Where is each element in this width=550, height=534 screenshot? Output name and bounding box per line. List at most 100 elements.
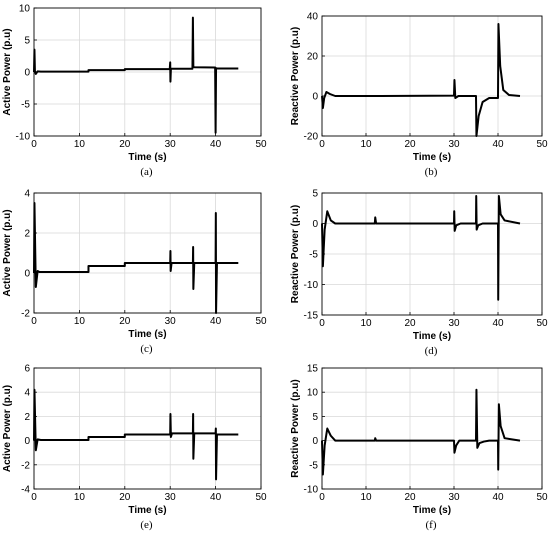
x-tick-label: 10 [74, 139, 86, 150]
plot-area [322, 368, 542, 489]
axes-frame [321, 367, 543, 490]
panel-caption: (e) [140, 519, 153, 531]
x-tick-label: 30 [448, 318, 460, 329]
plot-area [322, 16, 542, 136]
x-tick-label: 0 [319, 492, 325, 503]
y-tick-label: 10 [19, 4, 31, 15]
plot-area [34, 193, 261, 313]
y-tick-label: -15 [304, 311, 319, 322]
y-tick-label: -10 [16, 132, 31, 143]
x-tick-label: 50 [255, 492, 267, 503]
y-tick-label: -5 [21, 100, 30, 111]
chart-panel-e: 0 10 20 30 40 50 -4 -2 0 2 4 6 Time (s) Active Power … [2, 364, 267, 532]
y-axis-label: Reactive Power (p.u) [290, 379, 301, 477]
y-tick-label: 0 [24, 68, 30, 79]
panel-caption: (b) [425, 166, 438, 178]
x-tick-label: 20 [404, 318, 416, 329]
series-line [321, 388, 521, 476]
x-tick-label: 50 [255, 316, 267, 327]
panel-caption: (f) [426, 519, 437, 531]
x-tick-label: 40 [492, 318, 504, 329]
y-tick-label: 0 [312, 92, 318, 103]
series-line [33, 388, 239, 481]
x-tick-label: 40 [492, 139, 504, 150]
y-tick-label: 0 [312, 436, 318, 447]
x-tick-label: 30 [165, 492, 177, 503]
y-tick-label: 10 [307, 388, 319, 399]
y-tick-label: -2 [21, 460, 30, 471]
x-tick-label: 50 [536, 492, 548, 503]
x-axis-label: Time (s) [128, 152, 166, 163]
x-tick-label: 0 [31, 492, 37, 503]
y-tick-label: -5 [309, 460, 318, 471]
y-tick-label: 15 [307, 364, 319, 375]
y-tick-label: -2 [21, 309, 30, 320]
x-tick-label: 0 [319, 139, 325, 150]
x-axis-label: Time (s) [128, 329, 166, 340]
x-tick-label: 20 [404, 492, 416, 503]
y-tick-label: 0 [24, 436, 30, 447]
panel-caption: (a) [140, 166, 153, 178]
y-tick-label: 0 [312, 219, 318, 230]
x-tick-label: 30 [448, 139, 460, 150]
series-line [33, 202, 239, 314]
series-line [321, 23, 521, 137]
x-tick-label: 50 [536, 318, 548, 329]
y-tick-label: 5 [312, 412, 318, 423]
x-tick-label: 20 [404, 139, 416, 150]
x-tick-label: 40 [492, 492, 504, 503]
x-tick-label: 0 [31, 139, 37, 150]
x-tick-label: 50 [255, 139, 267, 150]
y-axis-label: Reactive Power (p.u) [290, 27, 301, 125]
y-tick-label: -20 [304, 132, 319, 143]
x-tick-label: 20 [119, 492, 131, 503]
y-axis-label: Active Power (p.u) [2, 28, 13, 115]
y-axis-label: Active Power (p.u) [2, 209, 13, 296]
chart-panel-a: 0 10 20 30 40 50 -10 -5 0 5 10 Time (s) Active Power… [2, 4, 267, 179]
x-tick-label: 30 [165, 139, 177, 150]
y-tick-label: 5 [312, 189, 318, 200]
chart-panel-f: 0 10 20 30 40 50 -10 -5 0 5 10 15 Time (s) Reactive P… [290, 364, 548, 532]
panel-caption: (c) [140, 343, 153, 355]
chart-panel-d: 0 10 20 30 40 50 -15 -10 -5 0 5 Time (s) Reactive Po… [290, 189, 548, 358]
y-tick-label: -10 [304, 485, 319, 496]
x-tick-label: 40 [210, 316, 222, 327]
x-tick-label: 20 [119, 316, 131, 327]
plot-area [34, 368, 261, 489]
x-tick-label: 10 [74, 316, 86, 327]
y-tick-label: 4 [24, 189, 30, 200]
axes-frame [33, 192, 262, 314]
axes-frame [321, 15, 543, 137]
y-tick-label: 6 [24, 364, 30, 375]
y-tick-label: 2 [24, 412, 30, 423]
x-axis-label: Time (s) [413, 505, 451, 516]
y-tick-label: 2 [24, 229, 30, 240]
x-tick-label: 10 [74, 492, 86, 503]
x-tick-label: 50 [536, 139, 548, 150]
y-tick-label: 40 [307, 12, 319, 23]
x-tick-label: 40 [210, 492, 222, 503]
y-tick-label: -5 [309, 250, 318, 261]
x-tick-label: 10 [360, 492, 372, 503]
y-tick-label: 0 [24, 269, 30, 280]
x-tick-label: 20 [119, 139, 131, 150]
series-line [33, 16, 239, 134]
y-axis-label: Active Power (p.u) [2, 385, 13, 472]
y-tick-label: -10 [304, 280, 319, 291]
x-tick-label: 30 [448, 492, 460, 503]
y-tick-label: 4 [24, 388, 30, 399]
x-tick-label: 0 [31, 316, 37, 327]
x-axis-label: Time (s) [128, 505, 166, 516]
y-tick-label: 5 [24, 36, 30, 47]
axes-frame [33, 367, 262, 490]
y-axis-label: Reactive Power (p.u) [290, 205, 301, 303]
x-tick-label: 40 [210, 139, 222, 150]
x-axis-label: Time (s) [413, 152, 451, 163]
x-tick-label: 30 [165, 316, 177, 327]
x-tick-label: 0 [319, 318, 325, 329]
x-tick-label: 10 [360, 139, 372, 150]
x-axis-label: Time (s) [413, 331, 451, 342]
